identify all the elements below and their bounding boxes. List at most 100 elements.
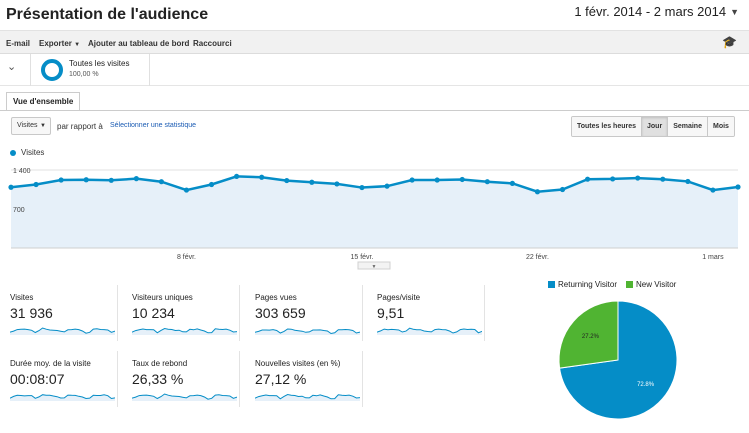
metric-tile[interactable]: Visiteurs uniques 10 234 xyxy=(122,285,240,341)
y-tick-label: 700 xyxy=(13,207,25,214)
compare-label: par rapport à xyxy=(57,122,103,131)
metric-sparkline xyxy=(132,327,237,335)
data-point xyxy=(434,177,440,183)
tab-overview[interactable]: Vue d'ensemble xyxy=(6,92,81,111)
metric-label: Durée moy. de la visite xyxy=(10,359,91,368)
data-point xyxy=(33,181,39,188)
date-range-label: 1 févr. 2014 - 2 mars 2014 xyxy=(574,4,727,19)
data-point xyxy=(584,176,591,182)
resize-caret-icon: ▼ xyxy=(372,264,377,270)
day-button[interactable]: Jour xyxy=(641,117,668,136)
data-point xyxy=(158,179,165,185)
metric-tile[interactable]: Pages/visite 9,51 xyxy=(367,285,485,341)
metric-sparkline xyxy=(255,393,360,401)
select-stat-link[interactable]: Sélectionner une statistique xyxy=(110,122,196,129)
sparkline-area xyxy=(10,328,115,335)
data-point xyxy=(635,175,641,181)
export-caret-icon: ▼ xyxy=(74,42,81,48)
chart-legend: Visites xyxy=(10,148,44,157)
sparkline-line xyxy=(10,327,115,334)
metric-tile[interactable]: Durée moy. de la visite 00:08:07 xyxy=(0,351,118,407)
metric-sparkline xyxy=(255,328,360,335)
data-point xyxy=(660,176,666,182)
metric-tile[interactable]: Pages vues 303 659 xyxy=(245,285,363,341)
new-swatch xyxy=(626,281,633,288)
series-line-visites xyxy=(10,175,739,193)
sparkline-line xyxy=(10,394,115,400)
metric-value: 00:08:07 xyxy=(10,371,65,387)
metric-value: 10 234 xyxy=(132,305,175,321)
metric-label: Pages/visite xyxy=(377,293,421,302)
metric-value: 9,51 xyxy=(377,305,405,321)
metric-label: Visites xyxy=(10,293,34,302)
data-point xyxy=(610,176,616,182)
shortcut-button[interactable]: Raccourci xyxy=(193,39,232,48)
data-point xyxy=(309,179,315,185)
metric-value: 303 659 xyxy=(255,305,306,321)
metric-select[interactable]: Visites ▼ xyxy=(11,117,51,135)
sparkline-area xyxy=(255,394,360,401)
sparkline-line xyxy=(132,327,237,334)
data-point xyxy=(559,186,566,193)
metric-label: Pages vues xyxy=(255,293,297,302)
legend-dot xyxy=(10,149,16,156)
metric-sparkline xyxy=(10,394,115,401)
dropdown-caret-icon: ▼ xyxy=(730,6,739,17)
metric-tile[interactable]: Taux de rebond 26,33 % xyxy=(122,351,240,407)
sparkline-area xyxy=(255,329,360,335)
x-tick-label: 15 févr. xyxy=(350,254,373,261)
data-point xyxy=(8,184,14,190)
data-point xyxy=(259,174,265,180)
sparkline-line xyxy=(255,393,360,400)
data-point xyxy=(183,187,190,193)
data-point xyxy=(409,177,415,183)
page-title: Présentation de l'audience xyxy=(6,6,209,23)
data-point xyxy=(735,184,741,190)
toolbar: E-mail Exporter ▼ Ajouter au tableau de … xyxy=(0,30,749,54)
sparkline-line xyxy=(255,328,360,335)
data-point xyxy=(685,178,691,185)
data-point xyxy=(459,176,465,183)
data-point xyxy=(534,189,541,195)
segment-ring-icon xyxy=(41,59,63,81)
y-tick-label: 1 400 xyxy=(13,168,31,175)
series-area xyxy=(11,176,738,248)
pie-slice-label: 27.2% xyxy=(582,334,600,340)
chevron-down-icon[interactable]: ⌄ xyxy=(7,61,17,73)
granularity-buttons: Toutes les heures Jour Semaine Mois xyxy=(571,116,735,137)
add-to-dashboard-button[interactable]: Ajouter au tableau de bord xyxy=(88,39,190,48)
metric-label: Visiteurs uniques xyxy=(132,293,193,302)
sparkline-area xyxy=(377,328,482,335)
segment-name: Toutes les visites xyxy=(69,59,130,68)
week-button[interactable]: Semaine xyxy=(667,117,707,136)
graduation-cap-icon[interactable]: 🎓 xyxy=(722,35,737,49)
segment-percent: 100,00 % xyxy=(69,71,99,78)
x-tick-label: 22 févr. xyxy=(526,254,549,261)
metric-tile[interactable]: Nouvelles visites (en %) 27,12 % xyxy=(245,351,363,407)
month-button[interactable]: Mois xyxy=(706,117,734,136)
hourly-button[interactable]: Toutes les heures xyxy=(572,117,642,136)
metric-label: Taux de rebond xyxy=(132,359,188,368)
date-range-picker[interactable]: 1 févr. 2014 - 2 mars 2014 ▼ xyxy=(574,4,739,19)
pie-slice-new xyxy=(558,300,619,369)
sparkline-line xyxy=(377,327,482,334)
x-tick-label: 1 mars xyxy=(702,254,724,261)
data-point xyxy=(83,177,89,183)
sparkline-line xyxy=(132,393,237,400)
legend-item-new: New Visitor xyxy=(626,280,676,289)
segment-card[interactable]: Toutes les visites 100,00 % xyxy=(34,54,150,86)
tab-underline xyxy=(0,110,749,111)
legend-item-returning: Returning Visitor xyxy=(548,280,617,289)
data-point xyxy=(234,173,240,180)
export-button[interactable]: Exporter ▼ xyxy=(39,39,81,48)
pie-legend: Returning Visitor New Visitor xyxy=(548,280,676,289)
data-point xyxy=(359,184,365,191)
segment-bar: ⌄ Toutes les visites 100,00 % xyxy=(0,54,749,86)
metric-value: 27,12 % xyxy=(255,371,307,387)
metric-label: Nouvelles visites (en %) xyxy=(255,359,341,368)
sparkline-area xyxy=(10,394,115,401)
metric-tile[interactable]: Visites 31 936 xyxy=(0,285,118,341)
email-button[interactable]: E-mail xyxy=(6,39,31,48)
legend-label: Visites xyxy=(21,148,45,157)
data-point xyxy=(710,187,716,193)
